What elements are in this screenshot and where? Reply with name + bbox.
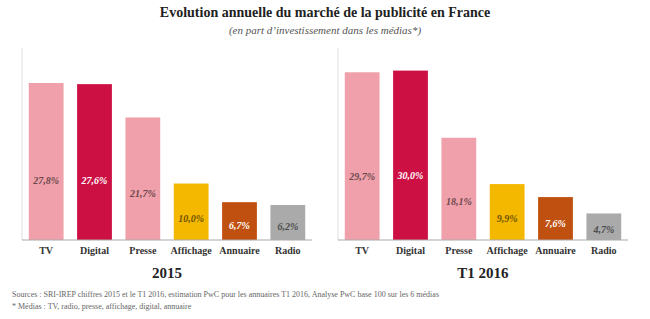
bar: [29, 83, 64, 240]
data-label: 29,7%: [348, 171, 375, 182]
tick-label: Presse: [445, 245, 473, 256]
background: [0, 0, 650, 319]
y-axis-line: [22, 48, 23, 240]
data-label: 7,6%: [545, 218, 566, 229]
title: Evolution annuelle du marché de la publi…: [160, 5, 490, 20]
x-axis-line: [22, 240, 312, 241]
tick-label: Affichage: [171, 245, 213, 256]
tick-label: Presse: [129, 245, 157, 256]
bar: [538, 197, 573, 240]
bar: [270, 205, 305, 240]
data-label: 4,7%: [592, 224, 614, 235]
tick-label: Digital: [396, 245, 425, 256]
bar: [222, 202, 257, 240]
bar: [125, 117, 160, 240]
group-label: T1 2016: [457, 265, 509, 281]
x-axis-line: [338, 240, 628, 241]
bars: [29, 83, 305, 240]
data-label: 9,9%: [497, 213, 518, 224]
data-label: 6,2%: [277, 221, 298, 232]
bar: [77, 84, 112, 240]
panel: 27,8% 27,6% 21,7% 10,0% 6,7% 6,2% TV Digital Pre…: [22, 48, 312, 281]
bar: [345, 72, 380, 240]
y-axis-line: [338, 48, 339, 240]
bar: [586, 213, 621, 240]
panel: 29,7% 30,0% 18,1% 9,9% 7,6% 4,7% TV Digital Pres…: [338, 48, 628, 281]
chart: Evolution annuelle du marché de la publi…: [0, 0, 650, 319]
tick-label: Radio: [591, 245, 617, 256]
data-label: 21,7%: [129, 188, 156, 199]
bar: [441, 138, 476, 240]
data-label: 10,0%: [178, 213, 204, 224]
subtitle: (en part d’investissement dans les média…: [229, 24, 421, 37]
tick-label: Annuaire: [219, 245, 260, 256]
bar: [174, 184, 209, 240]
tick-label: Digital: [80, 245, 109, 256]
bars: [345, 71, 621, 240]
footnote: Sources : SRI-IREP chiffres 2015 et le T…: [12, 290, 439, 299]
bar: [490, 184, 525, 240]
data-label: 27,6%: [81, 175, 108, 186]
group-label: 2015: [152, 265, 182, 281]
bar: [393, 71, 428, 240]
tick-label: TV: [39, 245, 54, 256]
data-label: 27,8%: [32, 175, 59, 186]
tick-label: Affichage: [487, 245, 529, 256]
data-label: 18,1%: [446, 196, 472, 207]
data-label: 6,7%: [229, 220, 250, 231]
tick-label: TV: [355, 245, 370, 256]
tick-label: Radio: [275, 245, 301, 256]
tick-label: Annuaire: [535, 245, 576, 256]
footnote: * Médias : TV, radio, presse, affichage,…: [12, 302, 192, 311]
data-label: 30,0%: [397, 170, 424, 181]
